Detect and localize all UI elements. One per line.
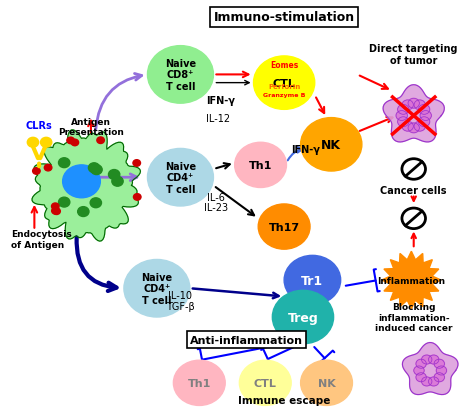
Text: IFN-γ: IFN-γ xyxy=(206,96,235,106)
Text: Perforin: Perforin xyxy=(268,84,300,90)
Text: CTL: CTL xyxy=(254,378,277,388)
Text: Endocytosis
of Antigen: Endocytosis of Antigen xyxy=(11,230,72,249)
Circle shape xyxy=(45,165,52,171)
Text: TGF-β: TGF-β xyxy=(166,301,195,311)
Circle shape xyxy=(284,256,341,305)
Circle shape xyxy=(52,204,59,210)
Text: Naive
CD4⁺
T cell: Naive CD4⁺ T cell xyxy=(165,161,196,195)
Circle shape xyxy=(58,198,70,208)
Text: IL-12: IL-12 xyxy=(206,114,230,124)
Circle shape xyxy=(408,99,419,109)
Text: IL-6: IL-6 xyxy=(207,192,225,202)
Polygon shape xyxy=(383,85,444,142)
Circle shape xyxy=(91,165,102,175)
Text: Th1: Th1 xyxy=(188,378,211,388)
Circle shape xyxy=(258,204,310,249)
Circle shape xyxy=(134,194,141,201)
Circle shape xyxy=(52,208,59,214)
Circle shape xyxy=(416,359,426,368)
Polygon shape xyxy=(32,131,140,242)
Circle shape xyxy=(301,360,353,406)
Circle shape xyxy=(58,158,70,168)
Circle shape xyxy=(109,170,120,180)
Circle shape xyxy=(235,143,286,188)
Circle shape xyxy=(419,105,430,115)
Circle shape xyxy=(402,101,413,111)
Text: Th1: Th1 xyxy=(249,161,272,171)
Circle shape xyxy=(301,118,362,172)
Circle shape xyxy=(239,360,291,406)
Text: IL-23: IL-23 xyxy=(204,202,228,212)
Circle shape xyxy=(408,123,419,133)
Text: NK: NK xyxy=(321,138,341,152)
Circle shape xyxy=(414,122,425,132)
Circle shape xyxy=(97,138,104,144)
Text: IL-10: IL-10 xyxy=(168,291,192,301)
Text: Inflammation: Inflammation xyxy=(377,276,446,285)
Circle shape xyxy=(434,359,445,368)
Text: Tr1: Tr1 xyxy=(301,274,323,287)
Text: Immune escape: Immune escape xyxy=(238,396,330,406)
Circle shape xyxy=(89,164,100,173)
Text: CLRs: CLRs xyxy=(26,121,53,131)
Text: Th17: Th17 xyxy=(269,222,300,232)
Circle shape xyxy=(112,177,123,187)
Circle shape xyxy=(90,198,101,208)
Circle shape xyxy=(133,160,140,167)
Text: Granzyme B: Granzyme B xyxy=(263,93,305,97)
Circle shape xyxy=(40,138,52,148)
Circle shape xyxy=(434,373,445,382)
Circle shape xyxy=(414,101,425,111)
Text: Antigen
Presentation: Antigen Presentation xyxy=(58,117,124,137)
Circle shape xyxy=(436,366,447,375)
Text: IFN-γ: IFN-γ xyxy=(291,145,320,155)
Circle shape xyxy=(53,209,60,215)
Circle shape xyxy=(63,166,100,198)
Text: Treg: Treg xyxy=(288,311,319,324)
Circle shape xyxy=(27,138,38,148)
Circle shape xyxy=(428,355,439,364)
Text: Eomes: Eomes xyxy=(270,60,298,69)
Circle shape xyxy=(33,168,40,175)
Circle shape xyxy=(78,207,89,217)
Circle shape xyxy=(147,149,213,206)
Circle shape xyxy=(416,373,426,382)
Circle shape xyxy=(147,47,213,104)
Text: Anti-inflammation: Anti-inflammation xyxy=(190,335,303,345)
Circle shape xyxy=(398,117,409,127)
Text: Direct targeting
of tumor: Direct targeting of tumor xyxy=(369,44,458,66)
Circle shape xyxy=(124,260,190,317)
Circle shape xyxy=(419,117,430,127)
Text: Cancer cells: Cancer cells xyxy=(381,186,447,196)
Text: NK: NK xyxy=(318,378,336,388)
Circle shape xyxy=(173,360,225,406)
Text: Naive
CD4⁺
T cell: Naive CD4⁺ T cell xyxy=(141,272,173,305)
Polygon shape xyxy=(382,252,441,309)
Circle shape xyxy=(71,140,79,146)
Text: CTL: CTL xyxy=(273,78,296,88)
Circle shape xyxy=(414,366,424,375)
Circle shape xyxy=(428,377,439,386)
Circle shape xyxy=(273,291,334,344)
Circle shape xyxy=(402,122,413,132)
Circle shape xyxy=(396,112,407,121)
Circle shape xyxy=(421,355,432,364)
Text: Naive
CD8⁺
T cell: Naive CD8⁺ T cell xyxy=(165,59,196,92)
Text: Blocking
inflammation-
induced cancer: Blocking inflammation- induced cancer xyxy=(375,302,453,332)
Text: Immuno-stimulation: Immuno-stimulation xyxy=(214,11,355,24)
Circle shape xyxy=(421,377,432,386)
Circle shape xyxy=(254,57,315,110)
Polygon shape xyxy=(402,343,458,394)
Circle shape xyxy=(67,138,74,144)
Circle shape xyxy=(398,105,409,115)
Circle shape xyxy=(420,112,431,121)
